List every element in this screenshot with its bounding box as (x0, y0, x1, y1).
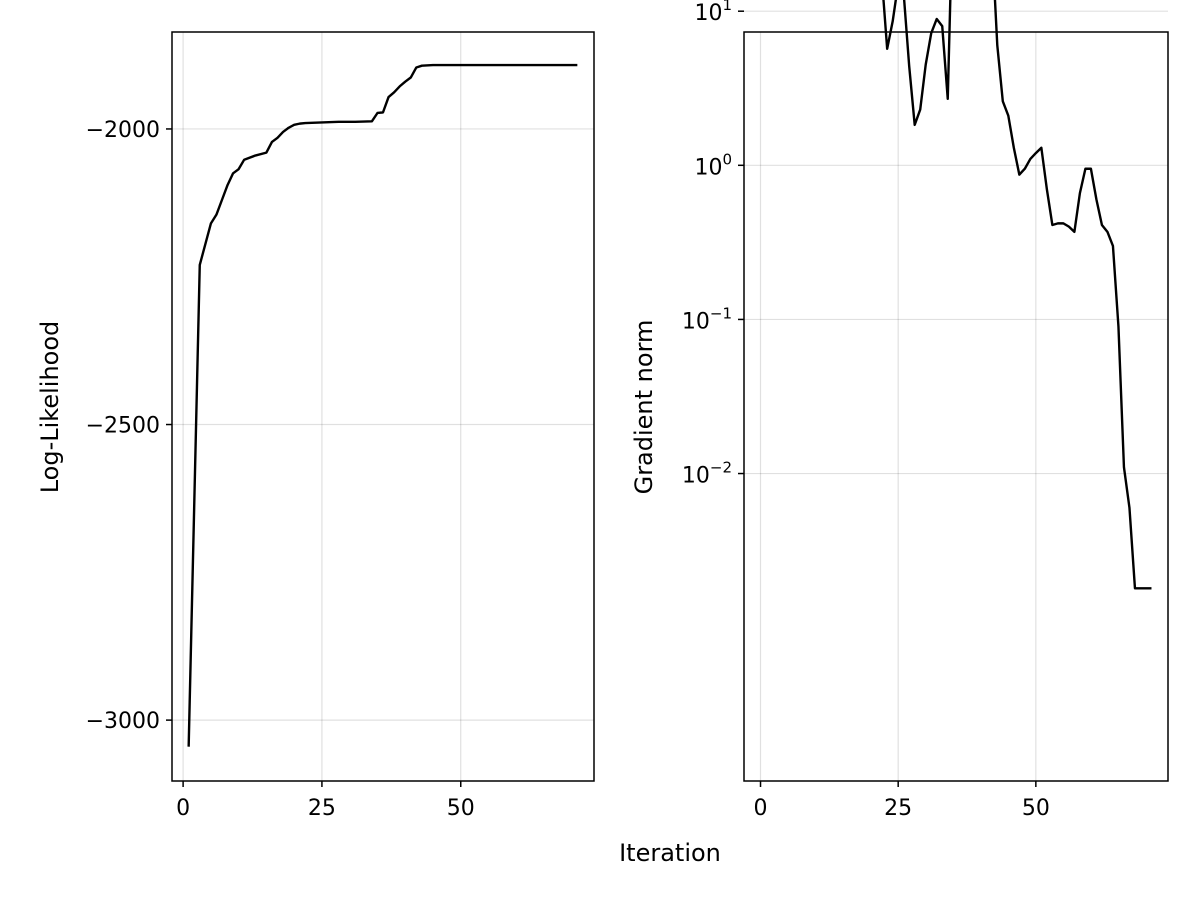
gradient-norm-xtick-label: 50 (1022, 796, 1050, 821)
gradient-norm-grid (744, 10, 1168, 781)
gradient-norm-series-line (882, 0, 1152, 590)
gradient-norm-ytick-label: 100 (694, 150, 732, 180)
log-likelihood-panel: 0 25 50 −3000 −2500 −2000 Log-Likelihood (36, 31, 595, 821)
gradient-norm-xtick-label: 25 (884, 796, 912, 821)
log-likelihood-ylabel: Log-Likelihood (36, 321, 64, 494)
log-likelihood-ytick-label: −2500 (86, 414, 160, 439)
log-likelihood-grid (172, 32, 594, 781)
log-likelihood-ytick-label: −3000 (86, 709, 160, 734)
log-likelihood-xtick-label: 50 (447, 796, 475, 821)
log-likelihood-series-layer (187, 63, 578, 747)
log-likelihood-series-line (187, 63, 578, 747)
gradient-norm-ytick-label: 10−1 (682, 304, 732, 334)
gradient-norm-ytick-label: 10−2 (682, 459, 732, 489)
log-likelihood-xtick-label: 0 (176, 796, 190, 821)
gradient-norm-plot-frame (743, 31, 1169, 782)
gradient-norm-series-layer (882, 0, 1152, 590)
gradient-norm-xtick-label: 0 (754, 796, 768, 821)
log-likelihood-ytick-label: −2000 (86, 118, 160, 143)
log-likelihood-ticks: 0 25 50 −3000 −2500 −2000 (86, 118, 475, 821)
log-likelihood-xtick-label: 25 (308, 796, 336, 821)
gradient-norm-ytick-label: 101 (694, 0, 732, 26)
log-likelihood-plot-frame (171, 31, 595, 782)
shared-xlabel: Iteration (619, 839, 721, 867)
gradient-norm-ylabel: Gradient norm (630, 320, 658, 495)
